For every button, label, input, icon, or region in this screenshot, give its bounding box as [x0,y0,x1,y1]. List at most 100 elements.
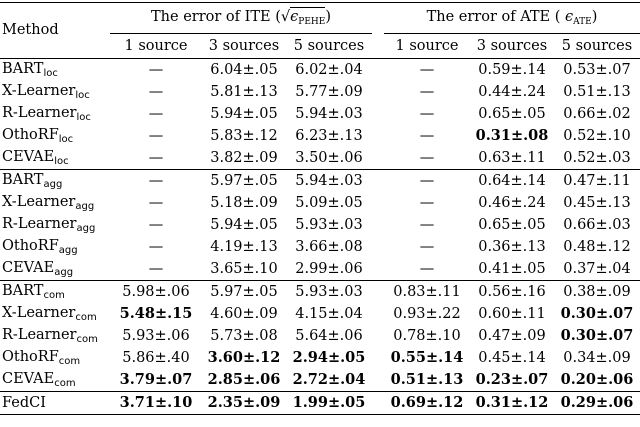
ite-header-prefix: The error of ITE ( [151,8,281,25]
group-gap [372,34,384,59]
value-cell: 3.65±.10 [210,260,278,277]
group-gap [372,169,384,192]
method-name: R-Learner [2,215,77,232]
method-name: CEVAE [2,370,55,387]
method-variant-subscript: loc [58,133,74,145]
value-cell: — [384,58,470,81]
value-cell: — [148,194,164,211]
method-variant-subscript: com [54,377,76,389]
method-name: OthoRF [2,237,59,254]
group-gap [372,369,384,392]
value-cell: 0.30±.07 [560,304,634,322]
sqrt-symbol: √ [280,8,291,25]
group-gap [372,258,384,281]
table-row: OthoRFagg — 4.19±.13 3.66±.08 — 0.36±.13 0.48±… [0,236,640,258]
value-cell: 0.46±.24 [478,194,546,211]
value-cell: — [419,83,435,100]
group-gap [372,147,384,170]
value-cell: 3.79±.07 [119,370,193,388]
value-cell: 5.94±.03 [295,105,363,122]
group-gap [372,214,384,236]
method-name: X-Learner [2,193,76,210]
method-name: R-Learner [2,326,77,343]
value-cell: 5.94±.03 [286,169,372,192]
value-cell: 0.30±.07 [560,326,634,344]
method-variant-subscript: com [75,311,97,323]
method-variant-subscript: loc [54,155,69,167]
value-cell: 0.37±.04 [563,260,631,277]
value-cell: 0.48±.12 [563,238,631,255]
method-name-cell: BARTagg [0,169,110,192]
value-cell: 2.85±.06 [207,370,281,388]
ate-header-prefix: The error of ATE ( [426,8,561,25]
table-row: CEVAEloc — 3.82±.09 3.50±.06 — 0.63±.11 0.52±.… [0,147,640,170]
method-name-cell: CEVAEcom [0,369,110,392]
method-name-cell: BARTcom [0,280,110,303]
value-cell: 6.23±.13 [295,127,363,144]
value-cell: 5.09±.05 [295,194,363,211]
results-table: Method The error of ITE (√ϵPEHE) The err… [0,2,640,415]
value-cell: — [110,58,202,81]
value-cell: 0.38±.09 [554,280,640,303]
value-cell: 0.47±.09 [478,327,546,344]
value-cell: 3.71±.10 [110,391,202,415]
method-column-header: Method [0,2,110,59]
ate-group-header: The error of ATE ( ϵATE) [384,2,640,34]
value-cell: 0.63±.11 [478,149,546,166]
value-cell: 0.52±.10 [563,127,631,144]
value-cell: 0.69±.12 [384,391,470,415]
value-cell: 5.83±.12 [210,127,278,144]
value-cell: 0.34±.09 [563,349,631,366]
value-cell: 0.55±.14 [390,348,464,366]
table-row: OthoRFcom 5.86±.40 3.60±.12 2.94±.05 0.55±.1… [0,347,640,369]
method-name: OthoRF [2,348,59,365]
value-cell: — [148,238,164,255]
method-variant-subscript: com [76,333,98,345]
value-cell: 0.60±.11 [478,305,546,322]
value-cell: 0.23±.07 [475,370,549,388]
ite-group-header: The error of ITE (√ϵPEHE) [110,2,372,34]
value-cell: 0.65±.05 [478,216,546,233]
value-cell: 2.35±.09 [202,391,286,415]
method-name: X-Learner [2,304,76,321]
value-cell: 0.64±.14 [470,169,554,192]
method-name: X-Learner [2,82,76,99]
method-name-cell: CEVAEagg [0,258,110,281]
header-row-groups: Method The error of ITE (√ϵPEHE) The err… [0,2,640,59]
value-cell: 5.94±.05 [210,105,278,122]
method-name-cell: OthoRFagg [0,236,110,258]
value-cell: 4.15±.04 [295,305,363,322]
value-cell: — [419,238,435,255]
value-cell: 5.18±.09 [210,194,278,211]
value-cell: 3.50±.06 [295,149,363,166]
subcol-header: 3 sources [208,37,280,54]
value-cell: 0.51±.13 [563,83,631,100]
value-cell: 0.31±.12 [470,391,554,415]
method-name-cell: BARTloc [0,58,110,81]
method-name-cell: R-Learneragg [0,214,110,236]
method-variant-subscript: agg [76,222,96,234]
value-cell: — [419,260,435,277]
group-gap [372,303,384,325]
subcol-header: 1 source [395,37,459,54]
value-cell: — [148,83,164,100]
ate-header-suffix: ) [591,8,598,25]
value-cell: 0.45±.14 [478,349,546,366]
value-cell: — [419,149,435,166]
value-cell: 6.02±.04 [286,58,372,81]
method-name-cell: FedCI [0,391,110,415]
table-row: X-Learnerloc — 5.81±.13 5.77±.09 — 0.44±.24 0.… [0,81,640,103]
value-cell: 4.19±.13 [210,238,278,255]
group-gap [372,81,384,103]
method-variant-subscript: loc [76,111,91,123]
value-cell: — [419,216,435,233]
value-cell: — [110,169,202,192]
value-cell: 0.44±.24 [478,83,546,100]
value-cell: 1.99±.05 [286,391,372,415]
header-row-sources: 1 source 3 sources 5 sources 1 source 3 … [0,34,640,59]
subcol-header: 1 source [124,37,188,54]
value-cell: 5.94±.05 [210,216,278,233]
method-variant-subscript: loc [43,67,58,79]
value-cell: — [148,127,164,144]
